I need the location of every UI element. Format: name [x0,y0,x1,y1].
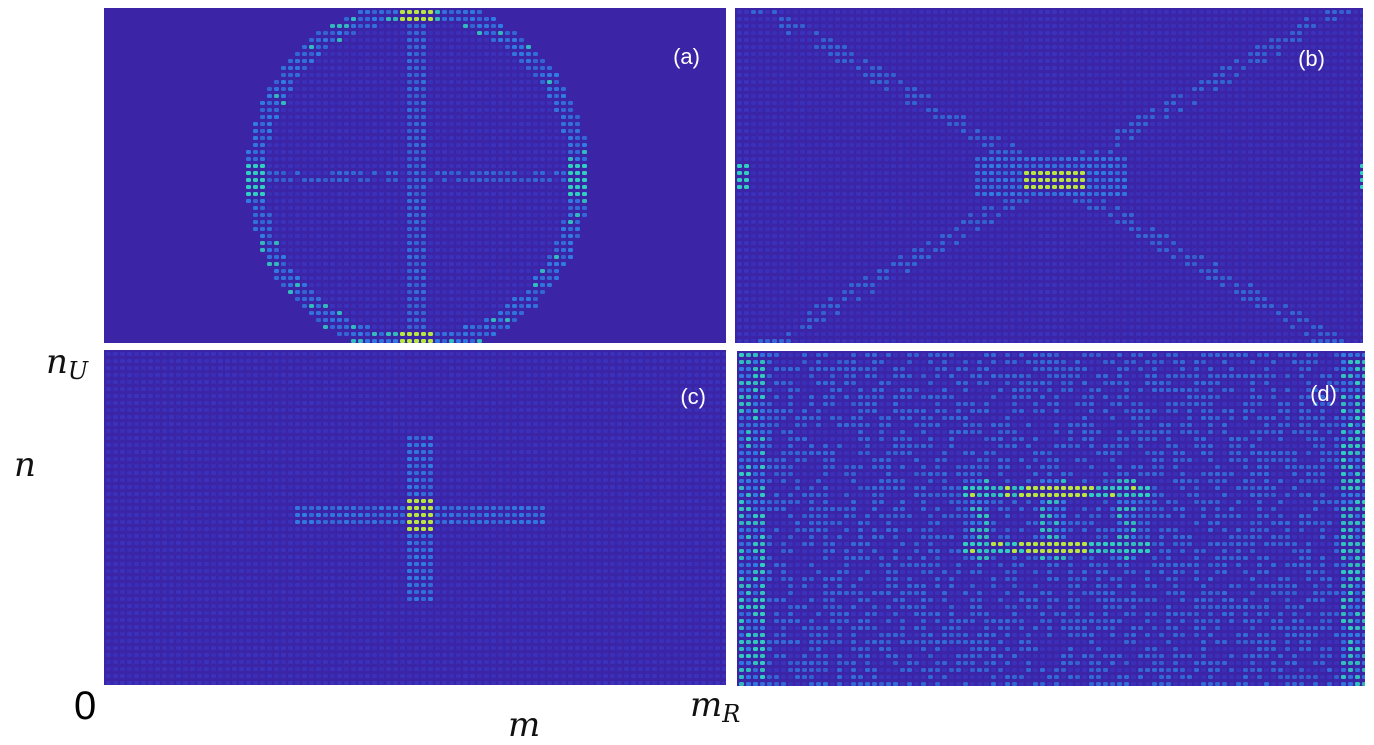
panel-d: (d) [737,351,1365,686]
panel-a: (a) [104,8,726,343]
y-axis-top-label: nU [46,342,89,385]
panel-d-heatmap [739,353,1365,686]
panel-a-heatmap [246,10,587,343]
x-axis-right-label: mR [690,685,741,728]
y-axis-label: n [14,445,36,485]
x-axis-label: m [508,705,541,745]
panel-c-heatmap [106,352,726,685]
panel-c: (c) [104,350,726,685]
panel-b-heatmap [737,10,1363,343]
panel-b: (b) [735,8,1363,343]
panel-a-label: (a) [673,44,700,69]
panel-b-label: (b) [1298,46,1325,71]
origin-label: 0 [74,684,97,728]
panel-c-label: (c) [680,384,706,409]
panel-d-label: (d) [1310,381,1337,406]
